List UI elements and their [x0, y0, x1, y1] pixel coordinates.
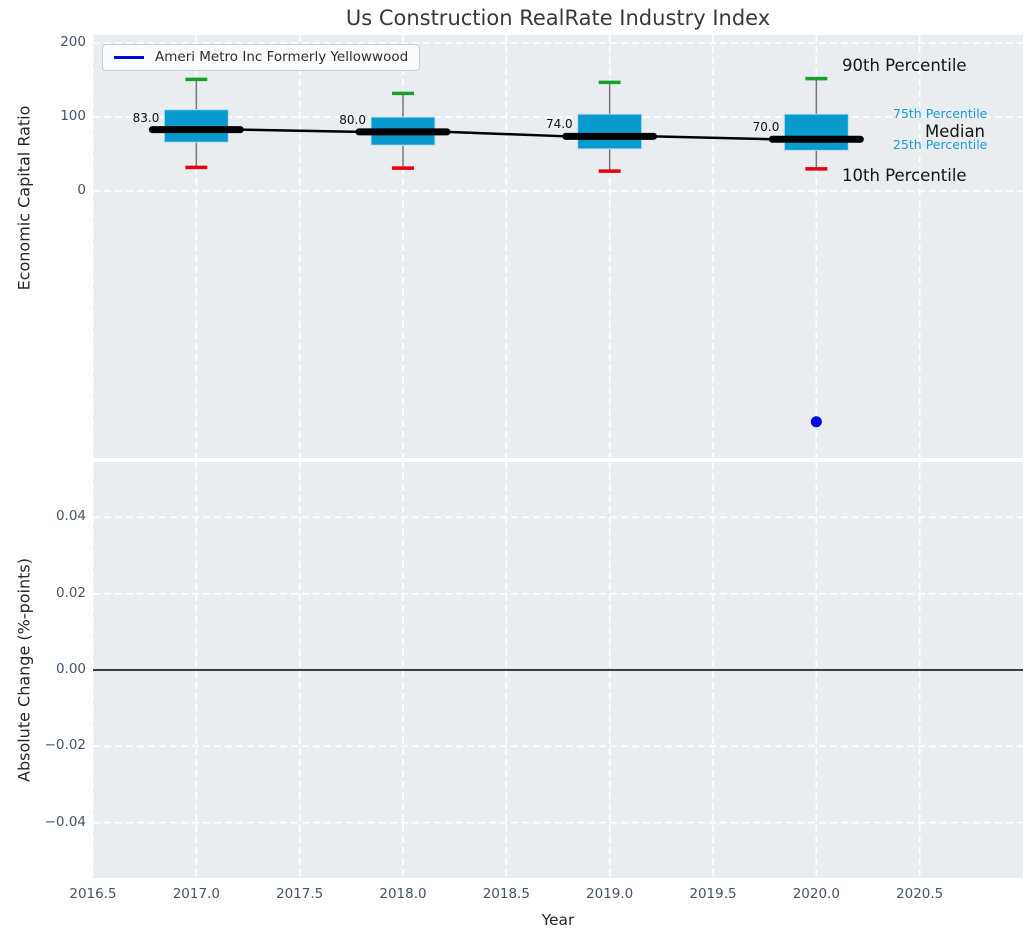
xtick-2020.5: 2020.5 — [896, 886, 944, 902]
ytick-bottom-0.02: 0.02 — [55, 584, 86, 601]
boxplot-box — [783, 113, 849, 151]
top-plot-area: Ameri Metro Inc Formerly Yellowwood 90th… — [93, 35, 1023, 458]
annotation-90th-percentile: 90th Percentile — [842, 56, 967, 75]
xtick-2020.0: 2020.0 — [792, 886, 840, 902]
xtick-2017.5: 2017.5 — [276, 886, 324, 902]
median-value-label: 83.0 — [132, 110, 160, 125]
boxplot-box — [577, 113, 643, 150]
xtick-2017.0: 2017.0 — [172, 886, 220, 902]
x-axis-label: Year — [541, 911, 575, 929]
median-value-label: 70.0 — [752, 120, 780, 135]
boxplot-box — [163, 109, 229, 143]
bottom-plot-area — [93, 462, 1023, 878]
ytick-bottom-−0.04: −0.04 — [44, 813, 86, 830]
ytick-bottom-0.00: 0.00 — [55, 661, 86, 677]
boxplot-canvas — [93, 35, 1023, 458]
annotation-75th-percentile: 75th Percentile — [893, 106, 988, 121]
annotation-10th-percentile: 10th Percentile — [842, 166, 967, 185]
median-value-label: 80.0 — [339, 112, 366, 127]
company-data-point — [810, 416, 822, 428]
legend: Ameri Metro Inc Formerly Yellowwood — [102, 44, 421, 71]
xtick-2019.0: 2019.0 — [586, 886, 634, 902]
legend-line-sample — [114, 55, 144, 59]
median-connector-line — [240, 128, 360, 134]
median-connector-line — [446, 130, 566, 138]
chart-title: Us Construction RealRate Industry Index — [345, 6, 771, 30]
change-canvas — [93, 462, 1023, 878]
legend-label: Ameri Metro Inc Formerly Yellowwood — [155, 49, 409, 65]
ytick-top-0: 0 — [77, 182, 86, 199]
xtick-2019.5: 2019.5 — [689, 886, 737, 902]
ytick-bottom-0.04: 0.04 — [55, 508, 86, 525]
xtick-2018.0: 2018.0 — [379, 886, 427, 902]
ytick-top-100: 100 — [60, 108, 86, 125]
ytick-top-200: 200 — [60, 34, 86, 51]
annotation-25th-percentile: 25th Percentile — [893, 137, 988, 152]
ytick-bottom-−0.02: −0.02 — [44, 737, 86, 754]
xtick-2016.5: 2016.5 — [69, 886, 117, 902]
xtick-2018.5: 2018.5 — [482, 886, 530, 902]
annotation-median: Median — [925, 122, 986, 141]
median-connector-line — [653, 135, 773, 141]
median-value-label: 74.0 — [545, 117, 573, 132]
